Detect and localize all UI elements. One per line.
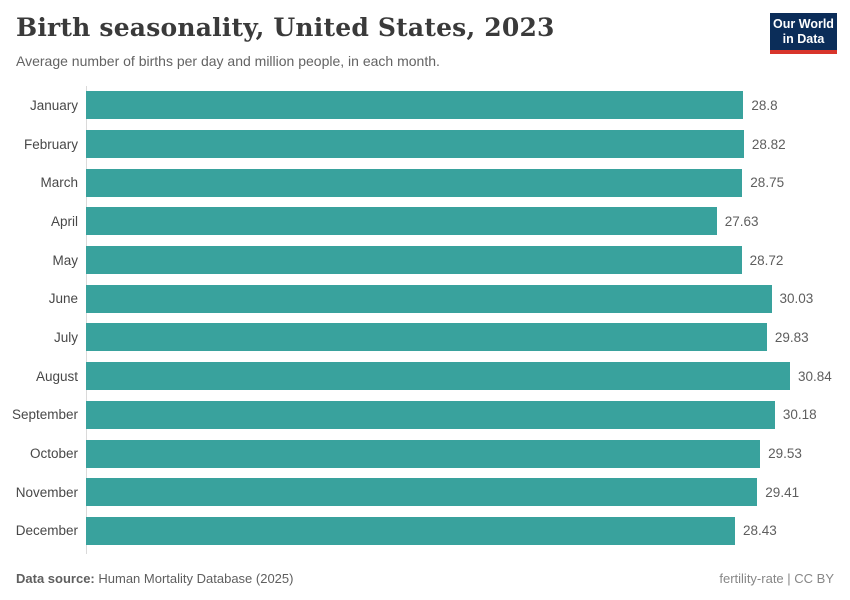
bar[interactable]: [86, 91, 744, 120]
category-label: August: [35, 368, 78, 384]
chart-title: Birth seasonality, United States, 2023: [16, 13, 555, 42]
bar-row: March 28.75: [0, 163, 850, 202]
value-label: 29.53: [768, 446, 802, 462]
value-label: 28.8: [751, 97, 778, 113]
category-label: June: [48, 291, 78, 307]
logo-line2: in Data: [782, 31, 825, 46]
value-label: 28.75: [750, 175, 785, 191]
bar-row: October 29.53: [0, 434, 850, 473]
bar[interactable]: [86, 130, 744, 159]
category-label: July: [53, 329, 78, 345]
data-source-text: Human Mortality Database (2025): [98, 571, 294, 586]
value-label: 28.43: [743, 523, 777, 539]
category-label: February: [23, 136, 78, 152]
bar[interactable]: [86, 323, 767, 352]
y-axis-line: [86, 86, 87, 554]
value-label: 30.03: [779, 291, 814, 307]
bar-row: February 28.82: [0, 125, 850, 164]
bar-row: December 28.43: [0, 512, 850, 551]
category-label: September: [11, 407, 78, 423]
data-source: Data source: Human Mortality Database (2…: [16, 571, 293, 586]
chart-subtitle: Average number of births per day and mil…: [16, 53, 440, 69]
category-label: March: [40, 175, 78, 191]
category-label: January: [29, 97, 78, 113]
bar[interactable]: [86, 246, 742, 275]
bar[interactable]: [86, 284, 772, 313]
bar[interactable]: [86, 207, 717, 236]
bar[interactable]: [86, 168, 743, 197]
bar[interactable]: [86, 478, 758, 507]
value-label: 28.72: [749, 252, 784, 268]
bar-row: September 30.18: [0, 396, 850, 435]
value-label: 27.63: [724, 213, 759, 229]
value-label: 29.83: [774, 329, 809, 345]
bar-chart: January 28.8 February 28.82 March 28.75 …: [0, 86, 850, 550]
value-label: 30.18: [782, 407, 817, 423]
data-source-label: Data source:: [16, 571, 95, 586]
bar-row: November 29.41: [0, 473, 850, 512]
chart-footer: Data source: Human Mortality Database (2…: [16, 571, 834, 586]
license-note: fertility-rate | CC BY: [719, 571, 834, 586]
bar[interactable]: [86, 439, 761, 468]
bar[interactable]: [86, 400, 775, 429]
bar-row: April 27.63: [0, 202, 850, 241]
value-label: 30.84: [798, 368, 832, 384]
bar[interactable]: [86, 516, 735, 545]
category-label: November: [15, 484, 78, 500]
value-label: 28.82: [751, 136, 786, 152]
logo-line1: Our World: [773, 16, 834, 31]
category-label: October: [29, 446, 78, 462]
chart-header: Birth seasonality, United States, 2023 O…: [16, 13, 837, 54]
category-label: December: [15, 523, 78, 539]
category-label: May: [52, 252, 78, 268]
bar-row: August 30.84: [0, 357, 850, 396]
category-label: April: [50, 213, 78, 229]
bar[interactable]: [86, 362, 790, 391]
bar-row: May 28.72: [0, 241, 850, 280]
value-label: 29.41: [765, 484, 800, 500]
bar-row: July 29.83: [0, 318, 850, 357]
bar-row: January 28.8: [0, 86, 850, 125]
owid-logo: Our World in Data: [770, 13, 837, 54]
bar-row: June 30.03: [0, 279, 850, 318]
